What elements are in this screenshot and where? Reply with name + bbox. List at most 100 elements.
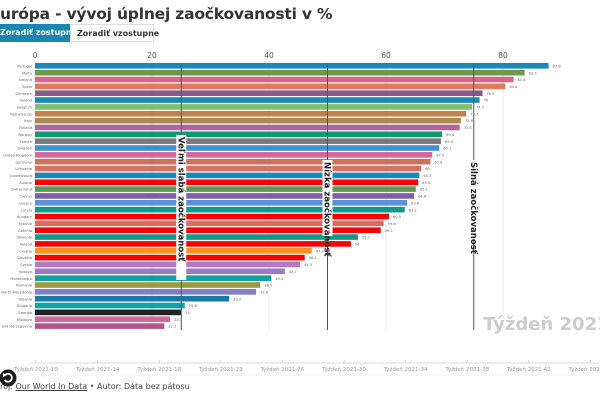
bar-greece [35,200,408,206]
country-label: Moldova [17,318,32,322]
value-label: 22.1 [168,325,176,329]
timeline-label: Týždeň 2021-10 [13,366,58,373]
timeline-label: Týždeň 2021-34 [383,366,428,373]
value-label: 76.5 [487,92,495,96]
bar-ireland [35,97,480,103]
bar-hungary [35,213,389,220]
bar-georgia [35,309,182,316]
reference-label: Nízka zaočkovanosť [322,162,333,257]
country-label: Finland [19,126,32,130]
bar-italy [35,117,461,124]
country-label: United Kingdom [3,153,32,157]
reference-label-bg [322,160,333,236]
country-label: Germany [15,160,32,164]
value-label: 69.6 [446,133,455,137]
bar-montenegro [35,275,272,281]
value-label: 54 [355,243,360,247]
reference-label: Silná zaočkovanosť [468,162,479,255]
bar-iceland [35,76,514,83]
country-label: Croatia [19,249,32,253]
country-label: Slovakia [17,256,32,260]
bar-czechia [35,227,381,233]
value-label: 42.7 [289,270,297,274]
country-label: Lithuania [15,167,32,171]
bar-estonia [35,220,384,227]
timeline-label: Týždeň 2021-26 [260,366,305,373]
value-label: 40.4 [275,277,284,281]
bar-bulgaria [35,302,185,309]
bar-luxembourg [35,172,420,179]
value-label: 63.6 [411,201,420,205]
bar-germany [35,158,431,165]
timeline-label: Týždeň 2021-14 [75,366,120,373]
value-label: 45.3 [304,263,312,267]
value-label: 67.9 [436,153,445,157]
replay-icon [3,372,13,383]
country-label: Poland [20,243,32,247]
timeline-label: Týždeň 2021-30 [321,366,366,373]
bar-united-kingdom [35,152,433,158]
value-label: 33.2 [233,297,241,301]
value-label: 25 [185,311,190,315]
x-tick-label: 80 [498,51,508,60]
country-label: Greece [19,201,33,205]
source-prefix: roj: [0,382,16,391]
bar-spain [35,83,506,90]
value-label: 81.8 [518,78,527,82]
bar-netherlands [35,110,467,117]
country-label: Georgia [18,311,32,315]
x-tick-label: 20 [147,51,157,60]
x-tick-label: 0 [33,51,38,60]
country-label: Ireland [20,99,32,103]
country-label: Bosnia and Herzegovina [0,325,32,329]
sort-ascending-button[interactable]: Zoradiť vzostupne [70,24,159,42]
timeline-label: Týždeň 2021-22 [198,366,243,373]
reference-label-bg [468,160,479,240]
value-label: 76 [484,99,489,103]
country-label: Austria [19,181,32,185]
bar-slovakia [35,254,305,261]
value-label: 74.7 [476,106,484,110]
value-label: 63.2 [409,208,417,212]
sort-descending-button[interactable]: Zoradiť zostupne [0,24,77,42]
value-label: 69.4 [445,140,454,144]
value-label: 64.8 [418,195,427,199]
country-label: Norway [18,133,33,137]
bar-sweden [35,145,440,151]
value-label: 23.1 [174,318,182,322]
country-label: Italy [24,119,33,123]
country-label: Luxembourg [10,174,32,178]
x-tick-label: 40 [264,51,274,60]
reference-label: Veľmi slabá zaočkovanosť [175,137,186,262]
value-label: 72.8 [465,119,474,123]
bar-denmark [35,90,483,96]
value-label: 38.5 [264,284,272,288]
bar-romania [35,282,261,288]
bar-lithuania [35,165,422,172]
country-label: Kosovo [19,270,32,274]
timeline-label: Týždeň 2021-42 [506,366,551,373]
value-label: 83.7 [529,71,537,75]
bar-portugal [35,63,549,69]
bar-slovenia [35,234,358,240]
value-label: 65.5 [422,181,430,185]
country-label: Romania [16,284,32,288]
replay-button[interactable] [0,369,17,387]
country-label: Sweden [18,147,32,151]
country-label: Estonia [19,222,32,226]
x-tick-label: 60 [381,51,391,60]
value-label: 46.1 [309,256,317,260]
timeline-label: Týždeň 2021-46 [568,366,600,373]
value-label: 66 [425,167,430,171]
country-label: Switzerland [11,188,32,192]
value-label: 55.2 [362,236,370,240]
value-label: 37.8 [260,290,269,294]
source-link[interactable]: Our World In Data [15,382,88,391]
value-label: 65.7 [423,174,431,178]
country-label: France [20,140,33,144]
country-label: Netherlands [10,112,32,116]
timeline-label: Týždeň 2021-18 [136,366,181,373]
bar-moldova [35,316,171,323]
country-label: Albania [19,297,32,301]
